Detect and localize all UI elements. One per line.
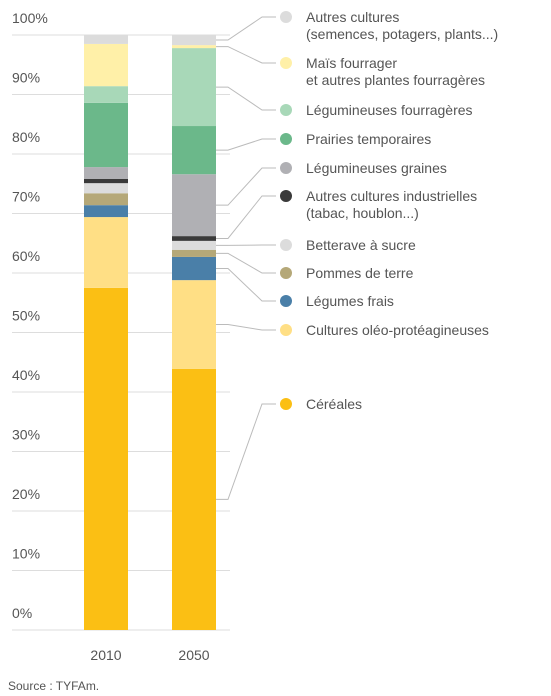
legend-label: Autres cultures (semences, potagers, plan… — [306, 9, 498, 42]
legend-marker — [280, 267, 292, 279]
legend-marker — [280, 57, 292, 69]
bar-segment — [84, 183, 128, 194]
connector — [216, 138, 276, 151]
connector — [216, 195, 276, 239]
y-tick-label: 50% — [12, 308, 40, 324]
bar-segment — [172, 126, 216, 175]
legend-label: Prairies temporaires — [306, 131, 431, 147]
y-tick-label: 90% — [12, 70, 40, 86]
bar-segment — [84, 86, 128, 103]
legend-label: Céréales — [306, 396, 362, 412]
legend-label: Légumineuses fourragères — [306, 102, 473, 118]
legend-label: Betterave à sucre — [306, 237, 416, 253]
bar-segment — [172, 280, 216, 369]
y-tick-label: 60% — [12, 248, 40, 264]
legend-label: Maïs fourrager et autres plantes fourragè… — [306, 55, 485, 88]
bar-segment — [172, 45, 216, 49]
connector — [216, 46, 276, 64]
connector — [216, 252, 276, 274]
y-tick-label: 0% — [12, 605, 32, 621]
y-tick-label: 100% — [12, 10, 48, 26]
y-tick-label: 40% — [12, 367, 40, 383]
bar-segment — [84, 178, 128, 184]
legend-marker — [280, 133, 292, 145]
bar-segment — [84, 217, 128, 288]
bar-segment — [84, 167, 128, 179]
connector — [216, 403, 276, 500]
bar-segment — [172, 368, 216, 630]
bar-segment — [172, 174, 216, 237]
legend-marker — [280, 239, 292, 251]
legend-label: Cultures oléo-protéagineuses — [306, 322, 489, 338]
bar-segment — [172, 48, 216, 127]
y-tick-label: 20% — [12, 486, 40, 502]
legend-marker — [280, 324, 292, 336]
legend-marker — [280, 162, 292, 174]
connector — [216, 16, 276, 41]
y-tick-label: 10% — [12, 546, 40, 562]
bar-segment — [172, 240, 216, 250]
bar-segment — [84, 193, 128, 206]
x-tick-label: 2050 — [178, 647, 209, 663]
bar-segment — [84, 43, 128, 87]
legend-label: Légumes frais — [306, 293, 394, 309]
bar-segment — [172, 249, 216, 257]
bar-segment — [84, 35, 128, 44]
legend-marker — [280, 11, 292, 23]
legend-marker — [280, 295, 292, 307]
connector — [216, 323, 276, 331]
bar-segment — [172, 35, 216, 46]
connector — [216, 268, 276, 302]
bar-segment — [84, 287, 128, 630]
bar-segment — [84, 102, 128, 168]
legend-marker — [280, 104, 292, 116]
legend-label: Pommes de terre — [306, 265, 414, 281]
bar-segment — [84, 205, 128, 218]
connector — [216, 167, 276, 206]
legend-label: Légumineuses graines — [306, 160, 447, 176]
y-tick-label: 70% — [12, 189, 40, 205]
source: Source : TYFAm. — [8, 679, 99, 693]
bar-segment — [172, 236, 216, 241]
legend-marker — [280, 398, 292, 410]
bar-segment — [172, 256, 216, 281]
connector — [216, 86, 276, 111]
y-tick-label: 80% — [12, 129, 40, 145]
legend-marker — [280, 190, 292, 202]
legend-label: Autres cultures industrielles (tabac, hou… — [306, 188, 477, 221]
y-tick-label: 30% — [12, 427, 40, 443]
x-tick-label: 2010 — [90, 647, 121, 663]
